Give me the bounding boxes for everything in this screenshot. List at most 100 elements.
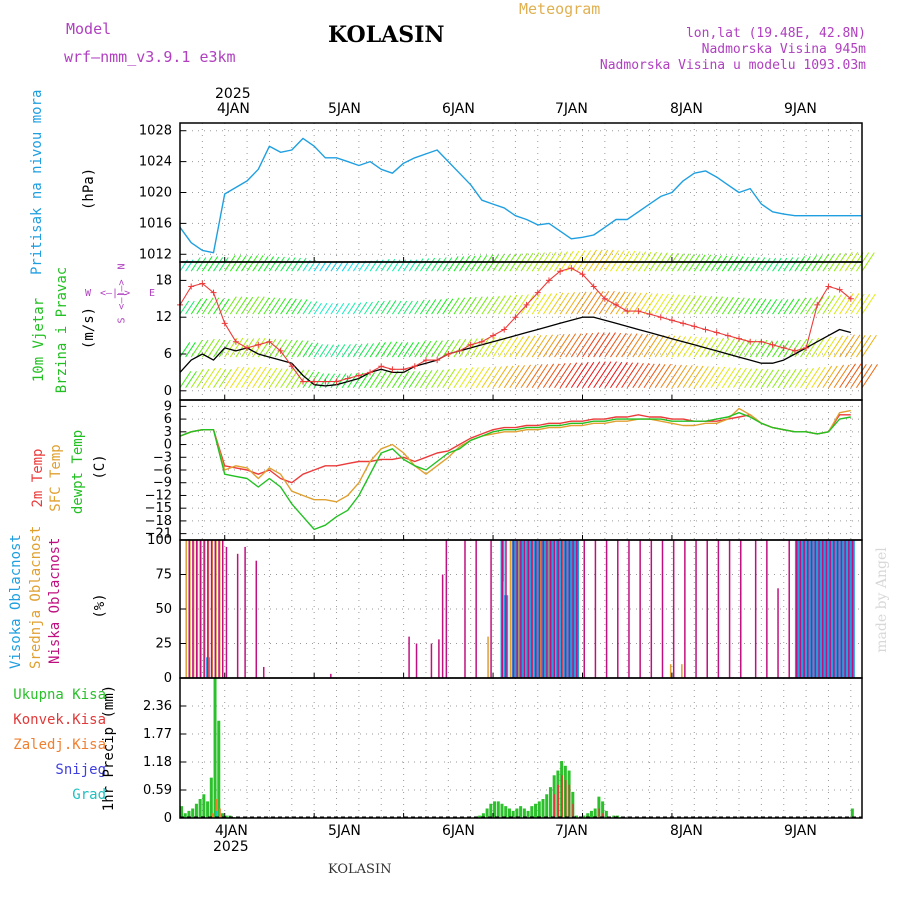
cloud-bar [777, 588, 779, 678]
gust-marker [568, 265, 575, 272]
wind-barb [828, 335, 843, 358]
gust-marker [277, 347, 284, 354]
precip-bar [213, 678, 217, 818]
wind-barb [436, 368, 450, 389]
wind-barb [408, 342, 420, 358]
wind-barb [816, 336, 832, 358]
wind-barb [252, 366, 267, 389]
wind-barb [593, 332, 611, 358]
cloud-bar [557, 540, 559, 678]
wind-barb [744, 339, 757, 358]
wind-barb [576, 291, 593, 315]
wind-barb [291, 340, 304, 358]
wind-barb [470, 366, 485, 389]
precip-bar [534, 803, 538, 818]
wind-barb [688, 365, 704, 389]
cloud-bar [262, 666, 265, 678]
wind-barb [805, 366, 821, 389]
precip-bar [198, 799, 202, 818]
wind-barb [397, 371, 410, 389]
wind-barb [766, 299, 778, 315]
wind-barb [693, 295, 707, 315]
wind-barb [291, 299, 303, 315]
wind-barb [392, 371, 404, 389]
wind-barb [352, 302, 362, 315]
cloud-bar [218, 540, 220, 678]
wind-barb [229, 337, 244, 358]
wind-barb [369, 300, 380, 315]
wind-barb [565, 292, 581, 315]
wind-barb [369, 342, 381, 358]
gust-marker [713, 329, 720, 336]
wind-barb [733, 338, 746, 358]
cloud-bar [236, 553, 239, 678]
y-tick-label: 1024 [139, 155, 172, 170]
wind-barb [269, 368, 283, 389]
wind-barb [274, 368, 289, 389]
wind-barb [280, 298, 292, 315]
wind-barb [738, 339, 752, 358]
precip-bar [183, 813, 187, 818]
gust-marker [601, 295, 608, 302]
wind-barb [576, 250, 592, 272]
cloud-bar [509, 540, 512, 678]
precip-bar [575, 815, 579, 818]
gust-marker [545, 277, 552, 284]
wind-barb [252, 255, 264, 272]
gust-marker [780, 344, 787, 351]
cloud-bar [330, 673, 332, 678]
wind-barb [392, 300, 402, 315]
gust-marker [367, 369, 374, 376]
product-title: Meteogram [519, 0, 601, 18]
wind-barb [380, 258, 390, 272]
precip-bar [515, 808, 519, 818]
cloud-bar [244, 546, 246, 678]
wind-barb [744, 298, 756, 315]
day-label-bottom: 9JAN [784, 823, 817, 839]
cloud-bar [672, 540, 675, 678]
wind-barb [296, 299, 308, 315]
wind-barb [777, 257, 788, 272]
wind-barb [257, 256, 269, 272]
wind-barb [699, 254, 712, 272]
precip-bar [568, 784, 571, 818]
cloud-bar [818, 540, 820, 678]
wind-barb [313, 344, 323, 358]
wind-barb [263, 256, 275, 272]
wind-barb [738, 368, 753, 389]
precip-bar [485, 808, 489, 818]
cloud-bar [535, 540, 537, 678]
wind-barb [397, 342, 409, 358]
wind-barb [805, 296, 819, 315]
wind-barb [766, 340, 779, 358]
cloud-bar [430, 643, 433, 678]
day-label-top: 8JAN [670, 101, 703, 117]
wind-barb [716, 296, 729, 315]
wind-barb [783, 339, 796, 358]
wind-barb [336, 261, 344, 272]
cloud-bar [572, 540, 574, 678]
y-tick-label: 2.36 [143, 699, 172, 714]
wind-barb [637, 363, 655, 389]
wind-barb [576, 332, 594, 358]
snow-label: Snijeg [55, 762, 106, 778]
wind-barb [408, 371, 421, 389]
wind-barb [492, 336, 507, 358]
gust-marker [736, 335, 743, 342]
wind-barb [716, 367, 731, 389]
wind-barb [241, 367, 256, 389]
wind-barb [336, 302, 345, 315]
cloud-bar [740, 540, 742, 678]
wind-barb [302, 301, 312, 315]
wind-barb [855, 293, 871, 315]
wind-barb [358, 372, 370, 389]
wind-barb [269, 256, 280, 272]
wind-barb [554, 362, 572, 389]
gust-marker [232, 338, 239, 345]
gust-marker [691, 323, 698, 330]
cloud-bar [214, 540, 217, 678]
wind-barb [190, 257, 201, 272]
y-tick-label: −12 [145, 488, 172, 503]
wind-barb [850, 335, 866, 358]
compass-e: E [149, 288, 156, 299]
